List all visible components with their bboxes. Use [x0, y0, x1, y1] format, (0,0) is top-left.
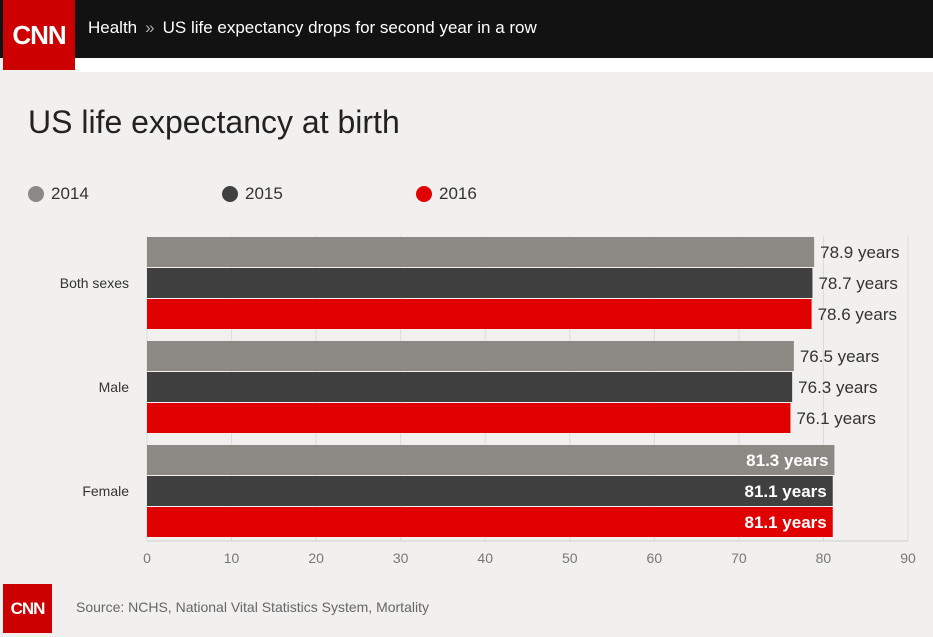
data-label-2016: 81.1 years [744, 513, 826, 532]
cnn-logo[interactable]: CNN [3, 0, 75, 70]
breadcrumb: Health » US life expectancy drops for seco… [88, 18, 537, 38]
data-label-2015: 81.1 years [744, 482, 826, 501]
data-label-2014: 81.3 years [746, 451, 828, 470]
x-tick-label-0: 0 [143, 550, 151, 566]
category-label: Male [99, 379, 130, 395]
legend-swatch-2014 [28, 186, 44, 202]
category-label: Both sexes [60, 275, 129, 291]
data-label-2015: 76.3 years [798, 378, 877, 397]
x-tick-label-60: 60 [647, 550, 663, 566]
legend-item-2014: 2014 [28, 184, 89, 204]
legend-swatch-2016 [416, 186, 432, 202]
bar-2015 [147, 476, 833, 506]
breadcrumb-separator: » [145, 18, 155, 37]
data-label-2015: 78.7 years [818, 274, 897, 293]
category-label: Female [82, 483, 129, 499]
bar-2015 [147, 268, 813, 298]
x-tick-label-20: 20 [308, 550, 324, 566]
bar-2014 [147, 341, 794, 371]
bar-2015 [147, 372, 793, 402]
x-tick-label-40: 40 [477, 550, 493, 566]
legend-label-2015: 2015 [245, 184, 283, 203]
footer-cnn-logo[interactable]: CNN [3, 584, 52, 633]
x-tick-label-30: 30 [393, 550, 409, 566]
bar-2016 [147, 507, 833, 537]
x-tick-label-50: 50 [562, 550, 578, 566]
legend-swatch-2015 [222, 186, 238, 202]
x-tick-label-80: 80 [816, 550, 832, 566]
top-bar: CNN Health » US life expectancy drops for … [0, 0, 933, 70]
x-tick-label-10: 10 [224, 550, 240, 566]
breadcrumb-headline[interactable]: US life expectancy drops for second year… [162, 18, 537, 37]
data-label-2016: 78.6 years [818, 305, 897, 324]
data-label-2014: 78.9 years [820, 243, 899, 262]
bar-2014 [147, 445, 835, 475]
bar-2016 [147, 403, 791, 433]
bar-2016 [147, 299, 812, 329]
x-tick-label-70: 70 [731, 550, 747, 566]
header-strip [75, 58, 933, 72]
bar-2014 [147, 237, 815, 267]
source-note: Source: NCHS, National Vital Statistics … [76, 599, 429, 615]
data-label-2016: 76.1 years [796, 409, 875, 428]
legend-item-2016: 2016 [416, 184, 477, 204]
chart-title: US life expectancy at birth [28, 104, 400, 140]
data-label-2014: 76.5 years [800, 347, 879, 366]
legend-item-2015: 2015 [222, 184, 283, 204]
chart-legend: 2014 2015 2016 [0, 184, 933, 208]
x-tick-label-90: 90 [900, 550, 916, 566]
legend-label-2014: 2014 [51, 184, 89, 203]
legend-label-2016: 2016 [439, 184, 477, 203]
breadcrumb-section[interactable]: Health [88, 18, 138, 37]
